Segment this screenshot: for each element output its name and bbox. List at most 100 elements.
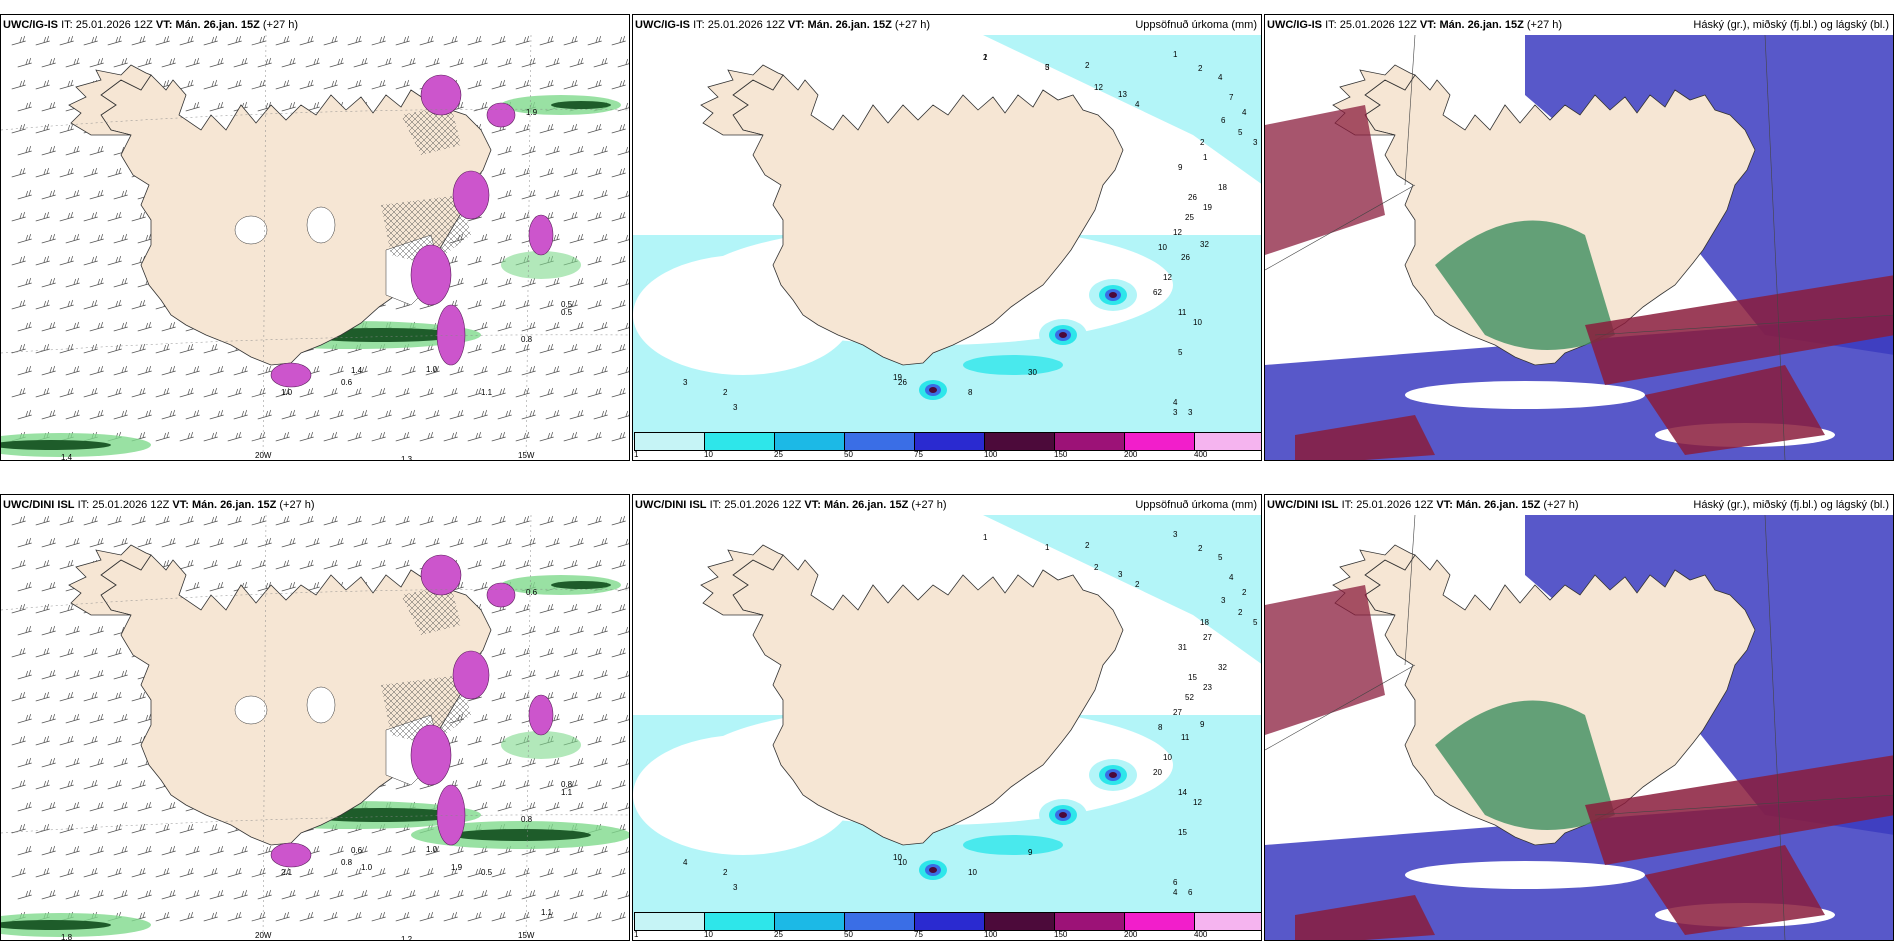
value-label: 1.9 bbox=[451, 863, 463, 872]
value-label: 0.8 bbox=[521, 815, 533, 824]
value-label: 4 bbox=[683, 858, 688, 867]
legend-swatch bbox=[915, 913, 985, 930]
it-value: 25.01.2026 12Z bbox=[1356, 499, 1434, 511]
value-label: 8 bbox=[968, 388, 973, 397]
panel-title: Uppsöfnuð úrkoma (mm) bbox=[1135, 499, 1257, 511]
value-label: 8 bbox=[1158, 723, 1163, 732]
value-label: 3 bbox=[733, 883, 738, 892]
vt-label: VT: bbox=[1436, 499, 1453, 511]
legend-tick-label: 150 bbox=[1054, 930, 1068, 939]
value-label: 0.6 bbox=[341, 378, 353, 387]
value-label: 0.5 bbox=[481, 868, 493, 877]
map-panel-cloud: UWC/DINI ISL IT: 25.01.2026 12Z VT: Mán.… bbox=[1264, 494, 1894, 941]
value-labels: 0.60.81.10.80.6 1.00.82.11.21.80.51.0 1.91… bbox=[61, 588, 573, 940]
precip-maxima bbox=[909, 279, 1137, 406]
legend-tick-label: 25 bbox=[774, 450, 783, 459]
precip-legend bbox=[634, 432, 1261, 451]
value-label: 18 bbox=[1218, 183, 1227, 192]
value-label: 1.0 bbox=[426, 365, 438, 374]
graticule bbox=[1, 35, 629, 460]
panel-header: UWC/IG-IS IT: 25.01.2026 12Z VT: Mán. 26… bbox=[1265, 15, 1893, 35]
legend-swatch bbox=[775, 433, 845, 450]
value-label: 12 bbox=[1163, 273, 1172, 282]
value-label: 1.0 bbox=[361, 863, 373, 872]
value-label: 4 bbox=[1218, 73, 1223, 82]
value-label: 15 bbox=[1188, 673, 1197, 682]
value-label: 2 bbox=[1238, 608, 1243, 617]
model-name: UWC/IG-IS bbox=[1267, 19, 1322, 31]
legend-tick-label: 10 bbox=[704, 930, 713, 939]
value-label: 6 bbox=[1188, 888, 1193, 897]
value-label: 1.4 bbox=[61, 453, 73, 461]
value-labels: 1.9 0.50.5 0.8 1.4 1.0 0.6 1.0 1.3 1.4 1.1 bbox=[61, 108, 573, 461]
value-label: 2 bbox=[1135, 580, 1140, 589]
value-label: 5 bbox=[1178, 348, 1183, 357]
value-label: 18 bbox=[1200, 618, 1209, 627]
value-label: 3 bbox=[1173, 530, 1178, 539]
vt-label: VT: bbox=[172, 499, 189, 511]
value-label: 3 bbox=[733, 403, 738, 412]
vt-value: Mán. 26.jan. 15Z bbox=[1439, 19, 1524, 31]
value-label: 0.5 bbox=[561, 300, 573, 309]
precip-maxima bbox=[909, 759, 1137, 886]
it-value: 25.01.2026 12Z bbox=[1339, 19, 1417, 31]
value-label: 14 bbox=[1178, 788, 1187, 797]
value-label: 9 bbox=[1178, 163, 1183, 172]
value-label: 10 bbox=[1158, 243, 1167, 252]
model-name: UWC/IG-IS bbox=[635, 19, 690, 31]
value-label: 2 bbox=[1094, 563, 1099, 572]
value-label: 2 bbox=[1198, 64, 1203, 73]
legend-tick-label: 100 bbox=[984, 450, 998, 459]
value-label: 26 bbox=[1188, 193, 1197, 202]
vt-label: VT: bbox=[1419, 19, 1437, 31]
model-name: UWC/DINI ISL bbox=[635, 499, 707, 511]
vt-value: Mán. 26.jan. 15Z bbox=[823, 499, 909, 511]
panel-title: Háský (gr.), miðský (fj.bl.) og lágský (… bbox=[1693, 19, 1889, 31]
precip-magenta bbox=[270, 74, 554, 388]
vt-value: Mán. 26.jan. 15Z bbox=[807, 19, 892, 31]
value-label: 5 bbox=[1045, 63, 1050, 72]
vt-label: VT: bbox=[787, 19, 805, 31]
value-label: 3 bbox=[1188, 408, 1193, 417]
value-label: 1.1 bbox=[541, 908, 553, 917]
value-label: 2.1 bbox=[281, 868, 293, 877]
value-label: 2 bbox=[1085, 61, 1090, 70]
value-label: 13 bbox=[1118, 90, 1127, 99]
value-label: 12 bbox=[1173, 228, 1182, 237]
value-label: 1 bbox=[983, 53, 988, 62]
legend-swatch bbox=[1055, 433, 1125, 450]
panel-header: UWC/DINI ISL IT: 25.01.2026 12Z VT: Mán.… bbox=[1, 495, 629, 515]
longitude-label: 20W bbox=[255, 451, 272, 460]
legend-swatch bbox=[1055, 913, 1125, 930]
value-label: 32 bbox=[1200, 240, 1209, 249]
value-label: 31 bbox=[1178, 643, 1187, 652]
legend-swatch bbox=[705, 433, 775, 450]
panel-header: UWC/DINI ISL IT: 25.01.2026 12Z VT: Mán.… bbox=[633, 495, 1261, 515]
legend-swatch bbox=[915, 433, 985, 450]
value-label: 10 bbox=[1163, 753, 1172, 762]
value-label: 25 bbox=[1185, 213, 1194, 222]
value-label: 26 bbox=[898, 378, 907, 387]
map-panel-precip: UWC/IG-IS IT: 25.01.2026 12Z VT: Mán. 26… bbox=[632, 14, 1262, 461]
lead-time: (+27 h) bbox=[1526, 19, 1563, 31]
value-label: 2 bbox=[1242, 588, 1247, 597]
value-label: 6 bbox=[1173, 878, 1178, 887]
it-value: 25.01.2026 12Z bbox=[92, 499, 170, 511]
value-label: 0.6 bbox=[526, 588, 538, 597]
legend-tick-label: 150 bbox=[1054, 450, 1068, 459]
value-label: 9 bbox=[1200, 720, 1205, 729]
legend-swatch bbox=[845, 433, 915, 450]
legend-swatch bbox=[705, 913, 775, 930]
value-label: 10 bbox=[1193, 318, 1202, 327]
value-label: 4 bbox=[1242, 108, 1247, 117]
it-value: 25.01.2026 12Z bbox=[724, 499, 802, 511]
value-label: 19 bbox=[1203, 203, 1212, 212]
longitude-label: 15W bbox=[518, 931, 535, 940]
panel-header: UWC/IG-IS IT: 25.01.2026 12Z VT: Mán. 26… bbox=[633, 15, 1261, 35]
value-label: 3 bbox=[683, 378, 688, 387]
value-label: 3 bbox=[1221, 596, 1226, 605]
legend-tick-label: 400 bbox=[1194, 930, 1208, 939]
